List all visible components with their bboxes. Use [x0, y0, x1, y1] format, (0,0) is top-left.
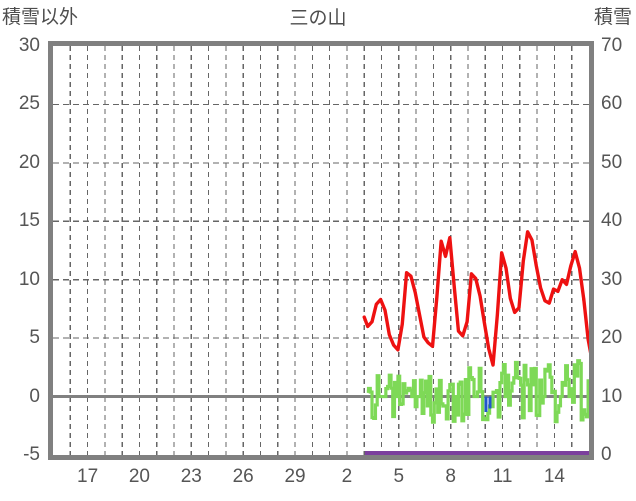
y-tick-right-0: 0 [601, 444, 612, 465]
left-axis-title: 積雪以外 [2, 7, 79, 28]
y-tick-left-15: 15 [18, 210, 40, 232]
x-tick-8: 8 [445, 466, 456, 487]
y-tick-right-40: 40 [601, 210, 623, 232]
x-tick-23: 23 [180, 466, 202, 487]
right-axis-title: 積雪 [593, 7, 632, 28]
y-tick-left-20: 20 [18, 151, 40, 173]
x-tick-26: 26 [232, 466, 254, 487]
y-tick-left-10: 10 [18, 268, 40, 290]
x-tick-5: 5 [393, 466, 405, 487]
x-tick-29: 29 [284, 466, 306, 487]
x-tick-2: 2 [341, 466, 353, 487]
y-tick-right-20: 20 [601, 327, 623, 349]
y-tick-right-30: 30 [601, 268, 623, 290]
x-tick-11: 11 [492, 466, 513, 487]
y-tick-left--5: -5 [23, 444, 40, 465]
y-tick-right-60: 60 [601, 93, 623, 115]
x-tick-14: 14 [543, 466, 565, 487]
y-tick-left-25: 25 [18, 93, 40, 115]
y-tick-right-70: 70 [601, 35, 623, 56]
x-tick-20: 20 [128, 466, 150, 487]
y-tick-right-50: 50 [601, 151, 623, 173]
chart-title: 三の山 [289, 8, 347, 29]
y-tick-left-0: 0 [29, 385, 40, 407]
plot-area [48, 41, 594, 460]
y-tick-left-30: 30 [18, 35, 40, 56]
x-tick-17: 17 [77, 466, 99, 487]
plot-svg [53, 46, 589, 455]
y-tick-right-10: 10 [601, 385, 623, 407]
plot-inner [53, 46, 589, 455]
y-tick-left-5: 5 [29, 327, 40, 349]
